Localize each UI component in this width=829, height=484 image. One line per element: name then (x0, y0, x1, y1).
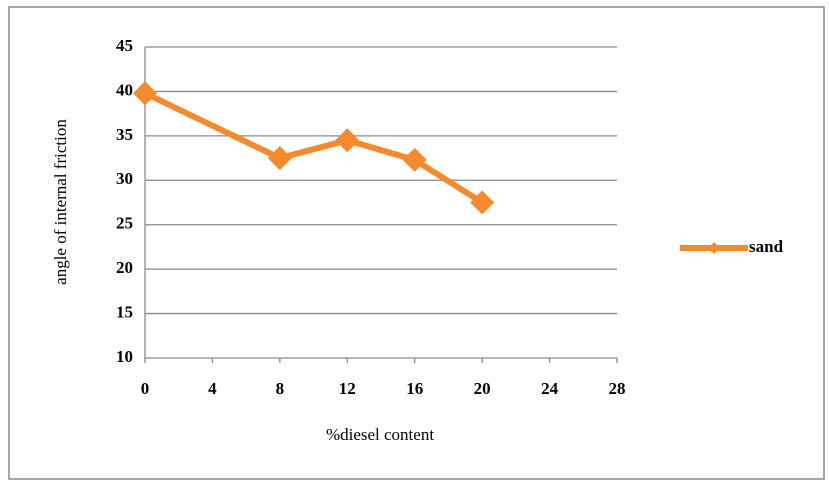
data-point (470, 190, 495, 215)
x-tick-label: 28 (609, 379, 626, 398)
y-tick-label: 20 (116, 258, 133, 277)
x-tick-label: 24 (541, 379, 559, 398)
x-tick-label: 0 (141, 379, 150, 398)
data-point (267, 146, 292, 171)
y-tick-label: 30 (116, 169, 133, 188)
y-tick-label: 10 (116, 347, 133, 366)
legend-marker (708, 242, 720, 254)
data-point (402, 147, 427, 172)
y-tick-label: 45 (116, 36, 133, 55)
data-point (133, 81, 157, 106)
x-axis-label: %diesel content (326, 425, 434, 444)
data-point (335, 128, 360, 153)
x-tick-label: 8 (276, 379, 285, 398)
y-axis-label: angle of internal friction (51, 119, 70, 285)
y-tick-label: 40 (116, 80, 133, 99)
y-tick-label: 35 (116, 125, 133, 144)
x-tick-label: 16 (406, 379, 423, 398)
chart-frame (8, 6, 825, 480)
y-tick-label: 25 (116, 214, 133, 233)
y-tick-label: 15 (116, 302, 133, 321)
legend-label: sand (749, 237, 784, 256)
x-tick-label: 4 (208, 379, 217, 398)
x-tick-label: 12 (339, 379, 356, 398)
x-tick-label: 20 (474, 379, 491, 398)
